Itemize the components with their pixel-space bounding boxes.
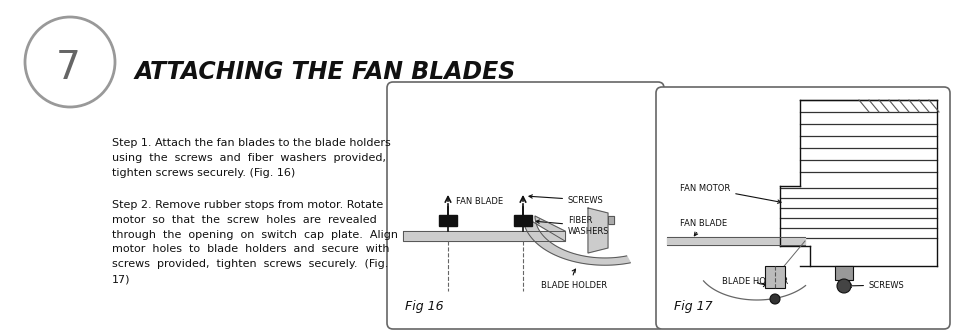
- Text: BLADE HOLDER: BLADE HOLDER: [721, 276, 787, 287]
- Text: SCREWS: SCREWS: [847, 280, 903, 289]
- FancyBboxPatch shape: [387, 82, 663, 329]
- Text: FAN MOTOR: FAN MOTOR: [679, 184, 781, 203]
- Bar: [514, 215, 532, 226]
- FancyBboxPatch shape: [656, 87, 949, 329]
- Circle shape: [769, 294, 780, 304]
- Text: Step 2. Remove rubber stops from motor. Rotate
motor  so  that  the  screw  hole: Step 2. Remove rubber stops from motor. …: [112, 200, 397, 284]
- Bar: [764, 266, 784, 288]
- Polygon shape: [402, 231, 564, 241]
- Text: Fig 17: Fig 17: [673, 300, 712, 313]
- Polygon shape: [666, 237, 804, 245]
- Polygon shape: [587, 208, 607, 253]
- Bar: [834, 266, 852, 280]
- Text: FIBER
WASHERS: FIBER WASHERS: [536, 216, 609, 236]
- Text: Step 1. Attach the fan blades to the blade holders
using  the  screws  and  fibe: Step 1. Attach the fan blades to the bla…: [112, 138, 391, 178]
- Text: 7: 7: [55, 49, 80, 87]
- Text: Fig 16: Fig 16: [405, 300, 443, 313]
- Polygon shape: [607, 216, 614, 224]
- Text: ATTACHING THE FAN BLADES: ATTACHING THE FAN BLADES: [135, 60, 516, 84]
- Polygon shape: [522, 216, 630, 265]
- Text: FAN BLADE: FAN BLADE: [679, 218, 726, 236]
- Text: SCREWS: SCREWS: [529, 195, 603, 204]
- Circle shape: [836, 279, 850, 293]
- Text: FAN BLADE: FAN BLADE: [456, 197, 502, 205]
- Bar: [438, 215, 456, 226]
- Text: BLADE HOLDER: BLADE HOLDER: [540, 269, 606, 289]
